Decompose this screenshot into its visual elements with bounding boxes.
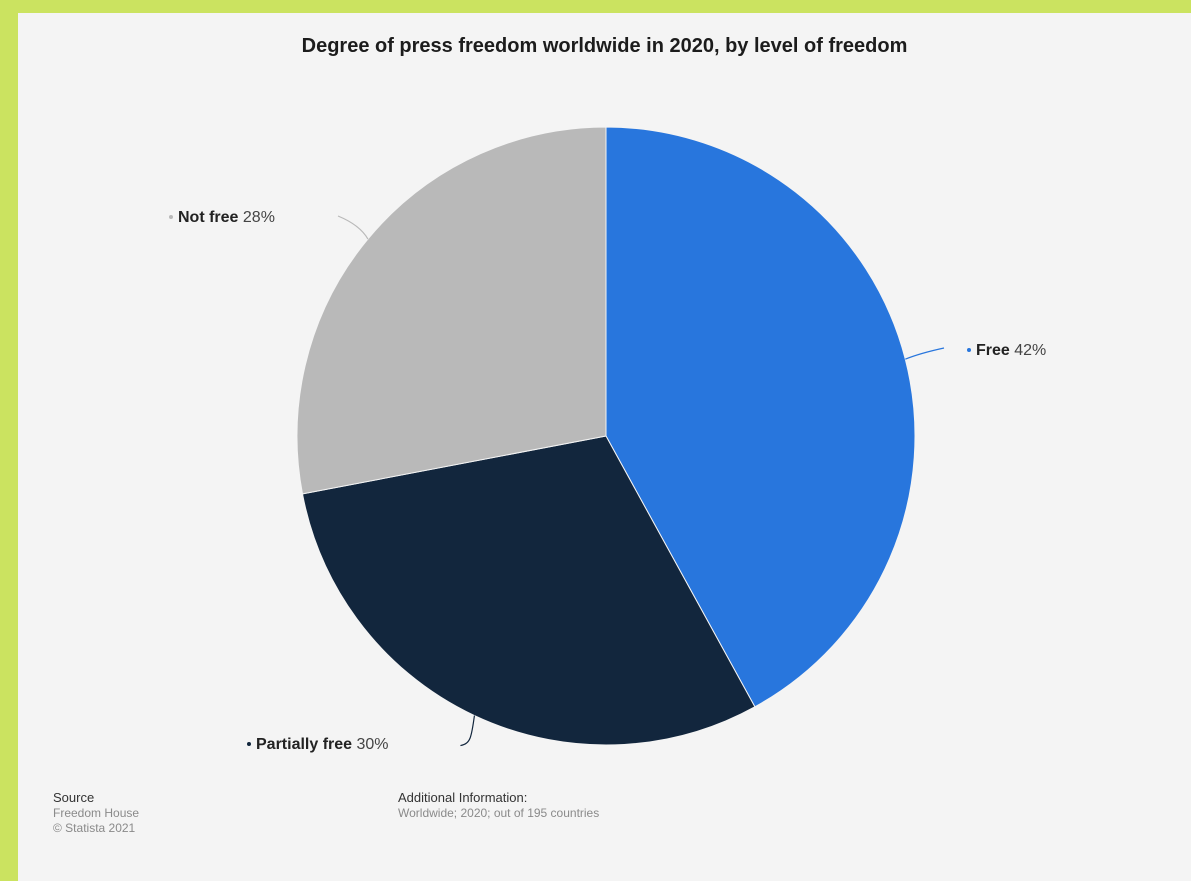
data-label-name: Not free (178, 209, 243, 226)
label-bullet-not-free (169, 215, 173, 219)
source-block: Source Freedom House © Statista 2021 (53, 790, 139, 836)
data-label-not-free: Not free 28% (178, 209, 275, 226)
label-bullet-partially-free (247, 742, 251, 746)
data-label-name: Free (976, 342, 1014, 359)
pie-slice-not-free[interactable] (296, 126, 607, 495)
copyright: © Statista 2021 (53, 821, 136, 835)
source-heading: Source (53, 790, 95, 805)
data-label-value: 28% (243, 209, 275, 226)
data-label-name: Partially free (256, 736, 357, 753)
additional-info-block: Additional Information: Worldwide; 2020;… (398, 790, 599, 821)
data-label-value: 42% (1014, 342, 1046, 359)
label-bullet-free (967, 348, 971, 352)
connector-not-free (337, 215, 369, 240)
chart-card: Degree of press freedom worldwide in 202… (18, 13, 1191, 881)
chart-title: Degree of press freedom worldwide in 202… (301, 35, 908, 57)
data-label-value: 30% (357, 736, 389, 753)
connector-partially-free (460, 715, 476, 747)
data-label-partially-free: Partially free 30% (256, 736, 389, 753)
additional-info-heading[interactable]: Additional Information: (398, 790, 528, 805)
data-label-free: Free 42% (976, 342, 1046, 359)
additional-info-text: Worldwide; 2020; out of 195 countries (398, 806, 600, 820)
connector-free (905, 347, 945, 360)
pie-chart: Free 42% Partially free 30% Not free 28% (169, 126, 1046, 753)
source-name[interactable]: Freedom House (53, 806, 140, 820)
